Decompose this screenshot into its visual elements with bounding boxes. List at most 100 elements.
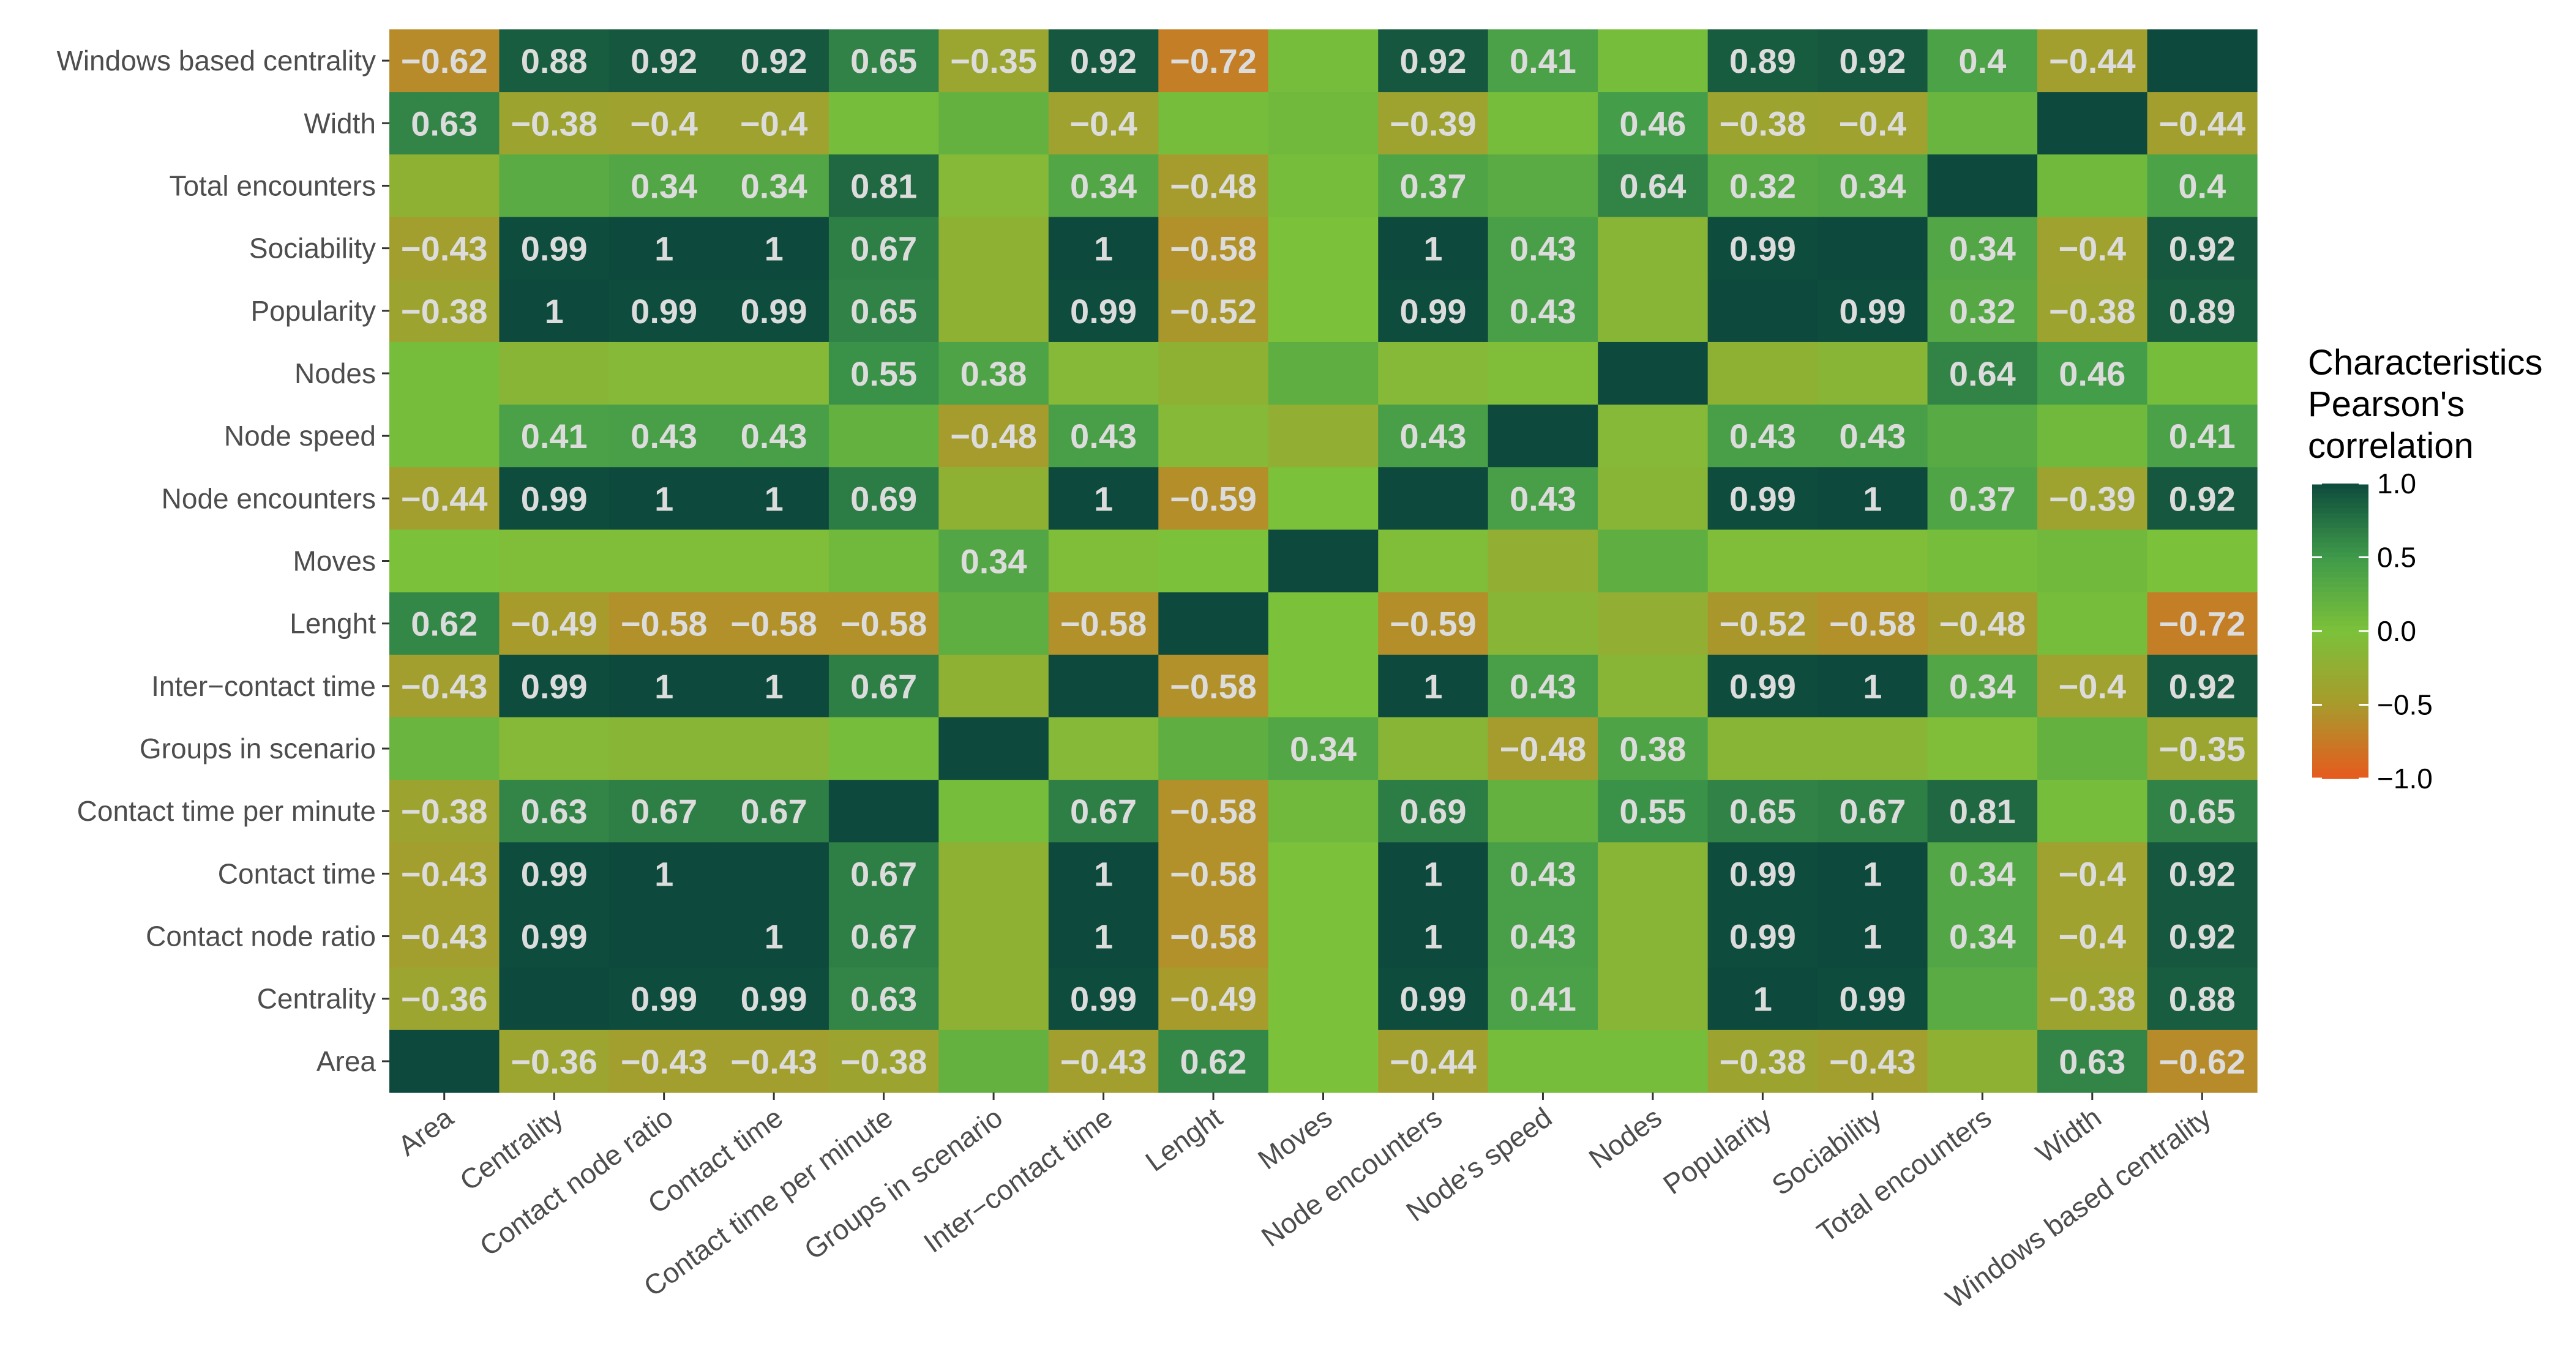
heatmap-cell <box>2037 92 2148 155</box>
heatmap-cell <box>499 842 610 906</box>
heatmap-cell <box>1268 780 1379 843</box>
heatmap-cell <box>2037 717 2148 780</box>
cell-value-label: 0.43 <box>1510 230 1576 268</box>
heatmap-cell <box>1268 29 1379 92</box>
heatmap-cell <box>1378 717 1489 780</box>
heatmap-cell <box>608 405 720 468</box>
cell-value-label: −0.38 <box>2049 292 2136 331</box>
legend-color-segment <box>2312 665 2368 671</box>
cell-value-label: −0.43 <box>401 230 488 268</box>
legend-color-segment <box>2312 532 2368 539</box>
cell-value-label: 0.99 <box>521 230 588 268</box>
cell-value-label: 0.99 <box>741 980 807 1018</box>
cell-value-label: 0.34 <box>1949 667 2016 706</box>
cell-value-label: −0.35 <box>2159 730 2245 768</box>
cell-value-label: 0.43 <box>1729 417 1796 455</box>
legend-color-segment <box>2312 636 2368 641</box>
heatmap-cell <box>608 654 720 718</box>
cell-value-label: −0.58 <box>841 605 927 643</box>
legend-color-segment <box>2312 601 2368 607</box>
heatmap-cell <box>938 592 1049 656</box>
legend-color-segment <box>2312 714 2368 720</box>
heatmap-cell <box>499 467 610 531</box>
heatmap-cell <box>499 92 610 155</box>
cell-value-label: 0.43 <box>1510 667 1576 706</box>
heatmap-cell <box>1818 967 1928 1031</box>
heatmap-cell <box>1488 780 1598 843</box>
heatmap-cell <box>1707 92 1818 155</box>
heatmap-cell <box>1707 842 1818 906</box>
heatmap-cell <box>1158 217 1269 280</box>
legend-color-segment <box>2312 552 2368 558</box>
heatmap-cell <box>1158 529 1269 593</box>
cell-value-label: 0.99 <box>1729 854 1796 893</box>
cell-value-label: 0.99 <box>631 980 697 1018</box>
legend-color-segment <box>2312 704 2368 711</box>
heatmap-cell <box>1707 592 1818 656</box>
heatmap-cell <box>1378 405 1489 468</box>
cell-value-label: 0.46 <box>2059 354 2125 393</box>
heatmap-cell <box>1268 592 1379 656</box>
heatmap-cell <box>1488 529 1598 593</box>
heatmap-cell <box>608 342 720 405</box>
heatmap-cell <box>1818 467 1928 531</box>
cell-value-label: 0.99 <box>521 667 588 706</box>
cell-value-label: 0.43 <box>1510 917 1576 956</box>
legend-color-segment <box>2312 493 2368 499</box>
legend-color-segment <box>2312 591 2368 597</box>
legend-color-segment <box>2312 503 2368 509</box>
legend-color-segment <box>2312 768 2368 774</box>
heatmap-cell <box>1707 154 1818 218</box>
heatmap-cell <box>1927 905 2038 968</box>
legend-ticks: 1.0 0.5 0.0 −0.5 −1.0 <box>2312 468 2433 794</box>
cell-value-label: 0.41 <box>1510 42 1576 80</box>
heatmap-cell <box>828 405 939 468</box>
heatmap-cell <box>499 717 610 780</box>
cell-value-label: 0.92 <box>1839 42 1906 80</box>
x-tick-label: Nodes <box>1583 1101 1668 1175</box>
cell-value-label: 1 <box>765 479 784 518</box>
heatmap-cell <box>389 654 500 718</box>
heatmap-cell <box>719 405 829 468</box>
cell-value-label: −0.38 <box>2049 980 2136 1018</box>
heatmap-cell <box>1378 529 1489 593</box>
heatmap-cell <box>1598 92 1709 155</box>
heatmap-cell <box>2147 592 2258 656</box>
cell-value-label: −0.48 <box>1500 730 1587 768</box>
heatmap-cell <box>1048 279 1159 343</box>
cell-value-label: 0.89 <box>2169 292 2236 331</box>
x-tick-label: Popularity <box>1657 1101 1777 1200</box>
heatmap-cell <box>938 92 1049 155</box>
heatmap-cell <box>608 592 720 656</box>
heatmap-cell <box>2037 217 2148 280</box>
heatmap-cell <box>1158 92 1269 155</box>
cell-value-label: 0.92 <box>2169 479 2236 518</box>
heatmap-cell <box>1598 780 1709 843</box>
heatmap-cell <box>1818 592 1928 656</box>
heatmap-cell <box>1158 905 1269 968</box>
heatmap-cell <box>1268 842 1379 906</box>
heatmap-cell <box>2147 780 2258 843</box>
heatmap-cell <box>499 279 610 343</box>
cell-value-label: 0.64 <box>1619 166 1686 205</box>
heatmap-cell <box>1048 92 1159 155</box>
legend-color-segment <box>2312 724 2368 730</box>
heatmap-cell <box>2037 342 2148 405</box>
legend-color-segment <box>2312 537 2368 544</box>
heatmap-cell <box>1707 529 1818 593</box>
cell-value-label: −0.58 <box>1170 854 1257 893</box>
heatmap-cell <box>389 342 500 405</box>
heatmap-cell <box>938 842 1049 906</box>
heatmap-cell <box>1048 1029 1159 1093</box>
heatmap-cell <box>1158 842 1269 906</box>
cell-value-label: 0.62 <box>1180 1042 1247 1081</box>
legend-color-segment <box>2312 690 2368 696</box>
heatmap-cell <box>2037 592 2148 656</box>
heatmap-cell <box>1378 1029 1489 1093</box>
cell-value-label: −0.39 <box>1390 104 1477 143</box>
heatmap-cell <box>1378 92 1489 155</box>
heatmap-cell <box>1707 780 1818 843</box>
heatmap-cell <box>389 467 500 531</box>
cell-value-label: 0.92 <box>1070 42 1137 80</box>
heatmap-cell <box>2147 279 2258 343</box>
